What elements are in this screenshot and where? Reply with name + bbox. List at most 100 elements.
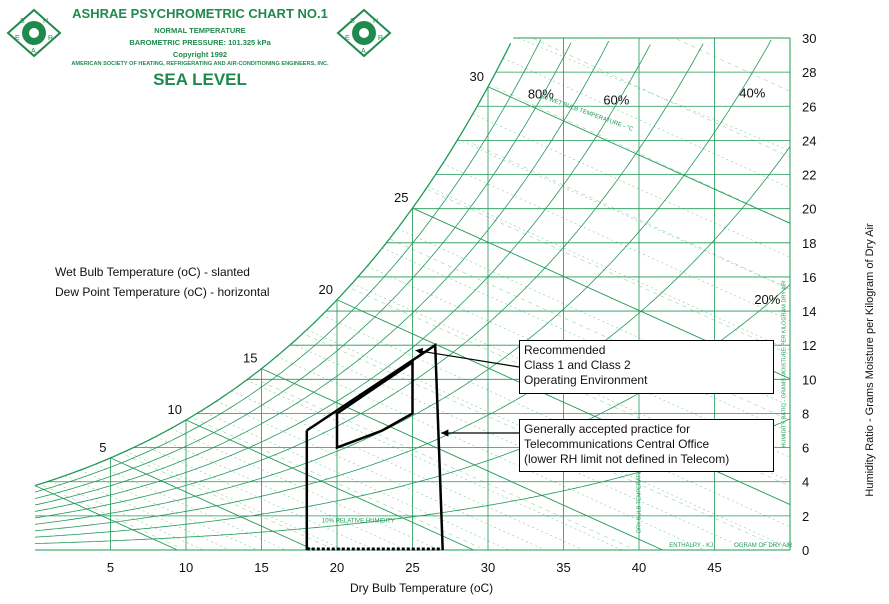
wet-bulb-line — [34, 485, 178, 551]
relative-humidity-label: 10% RELATIVE HUMIDITY — [322, 519, 395, 525]
dew-point-caption: Dew Point Temperature (oC) - horizontal — [55, 285, 270, 299]
enthalpy-line — [253, 378, 632, 549]
logo-letter: R — [378, 35, 383, 42]
wet-bulb-line — [231, 390, 584, 551]
x-tick-label: 15 — [254, 560, 268, 575]
ashrae-logo-icon: S H R A E — [336, 8, 392, 58]
wet-bulb-line — [155, 436, 407, 551]
y-tick-label: 16 — [802, 270, 816, 285]
wet-bulb-label: 25 — [394, 190, 408, 205]
wet-bulb-line — [442, 163, 791, 321]
wet-bulb-line — [472, 113, 791, 258]
wet-bulb-line — [50, 480, 204, 551]
wet-bulb-line — [170, 428, 440, 551]
logo-letter: E — [15, 35, 20, 42]
humidity-ratio-scale-label: HUMIDITY RATIO - GRAMS MOISTURE PER KILO… — [781, 281, 787, 448]
wet-bulb-line — [503, 58, 791, 189]
header-line-copyright: Copyright 1992 — [172, 50, 228, 59]
relative-humidity-curve — [34, 39, 542, 493]
wet-bulb-line — [246, 380, 623, 551]
x-tick-label: 45 — [707, 560, 721, 575]
telecom-callout: Generally accepted practice for Telecomm… — [519, 419, 774, 472]
wet-bulb-line — [125, 451, 345, 551]
x-tick-label: 30 — [481, 560, 495, 575]
chart-header: S H R A E S H R A E ASHRAE PSYCHROMETRIC… — [0, 0, 400, 100]
y-tick-label: 18 — [802, 236, 816, 251]
logo-letter: H — [43, 18, 48, 25]
wet-bulb-label: 30 — [470, 69, 484, 84]
wet-bulb-line — [276, 356, 705, 551]
relative-humidity-curve — [34, 43, 704, 519]
callout-arrows — [415, 347, 520, 437]
enthalpy-line — [495, 87, 791, 224]
enthalpy-label: ENTHALPY - KJ — [669, 543, 713, 549]
enthalpy-line — [42, 485, 179, 548]
x-tick-label: 40 — [632, 560, 646, 575]
x-tick-label: 35 — [556, 560, 570, 575]
rh-label: 80% — [528, 86, 554, 101]
header-line-temperature: NORMAL TEMPERATURE — [154, 26, 246, 35]
rh-label: 40% — [739, 86, 765, 101]
y-tick-label: 20 — [802, 202, 816, 217]
logo-letter: E — [345, 35, 350, 42]
x-tick-label: 25 — [405, 560, 419, 575]
chart-regions — [305, 342, 444, 551]
callout-line: Recommended — [524, 343, 606, 357]
y-tick-label: 24 — [802, 133, 816, 148]
y-tick-label: 12 — [802, 338, 816, 353]
relative-humidity-curve — [34, 39, 772, 525]
header-line-society: AMERICAN SOCIETY OF HEATING, REFRIGERATI… — [71, 61, 329, 67]
wet-bulb-label: 15 — [243, 351, 257, 366]
callout-line: (lower RH limit not defined in Telecom) — [524, 452, 730, 466]
enthalpy-tail-label: OGRAM OF DRY AIR — [734, 543, 793, 549]
y-tick-label: 6 — [802, 441, 809, 456]
recommended-callout: Recommended Class 1 and Class 2 Operatin… — [519, 340, 774, 394]
wet-bulb-line — [201, 410, 509, 551]
enthalpy-line — [125, 454, 330, 548]
callout-line: Generally accepted practice for — [524, 422, 691, 436]
x-tick-label: 5 — [107, 560, 114, 575]
y-tick-label: 4 — [802, 475, 809, 490]
wet-bulb-line — [216, 401, 546, 551]
recommended-arrow — [415, 347, 520, 368]
enthalpy-line — [306, 335, 783, 549]
recommended-region — [335, 359, 414, 450]
relative-humidity-curve — [34, 40, 610, 506]
rh-label: 20% — [754, 292, 780, 307]
saturation-curve — [34, 43, 512, 487]
header-line-pressure: BAROMETRIC PRESSURE: 101.325 kPa — [129, 38, 271, 47]
wet-bulb-caption: Wet Bulb Temperature (oC) - slanted — [55, 265, 250, 279]
y-tick-label: 14 — [802, 304, 816, 319]
logo-letter: H — [373, 18, 378, 25]
chart-gridlines — [35, 37, 791, 551]
enthalpy-line — [465, 140, 791, 289]
logo-letter: A — [31, 48, 36, 55]
wet-bulb-line — [65, 475, 230, 551]
callout-line: Operating Environment — [524, 373, 648, 387]
callout-line: Telecommunications Central Office — [524, 437, 710, 451]
wet-bulb-line — [110, 457, 315, 551]
y-tick-label: 22 — [802, 168, 816, 183]
enthalpy-line — [389, 238, 791, 421]
wet-bulb-label: 5 — [99, 440, 106, 455]
telecom-region-edge — [306, 342, 444, 551]
y-axis-label: Humidity Ratio - Grams Moisture per Kilo… — [864, 223, 876, 497]
dry-bulb-scale-label: DRY BULB TEMPERATURE — [637, 463, 643, 533]
logo-letter: R — [48, 35, 53, 42]
enthalpy-line — [427, 189, 791, 355]
wet-bulb-line — [487, 86, 791, 224]
relative-humidity-curve — [34, 44, 651, 512]
relative-humidity-curve — [34, 42, 572, 499]
wet-bulb-line — [185, 419, 474, 551]
wet-bulb-line — [261, 368, 663, 551]
wet-bulb-line — [80, 469, 258, 551]
wet-bulb-label: 10 — [168, 402, 182, 417]
chart-title: ASHRAE PSYCHROMETRIC CHART NO.1 — [72, 6, 328, 21]
logo-letter: A — [361, 48, 366, 55]
y-tick-label: 26 — [802, 99, 816, 114]
chart-ticks: 5 10 15 20 25 30 35 40 4502468101214161820222426… — [99, 31, 816, 575]
ashrae-logo-icon: S H R A E — [6, 8, 62, 58]
y-tick-label: 28 — [802, 65, 816, 80]
x-tick-label: 20 — [330, 560, 344, 575]
